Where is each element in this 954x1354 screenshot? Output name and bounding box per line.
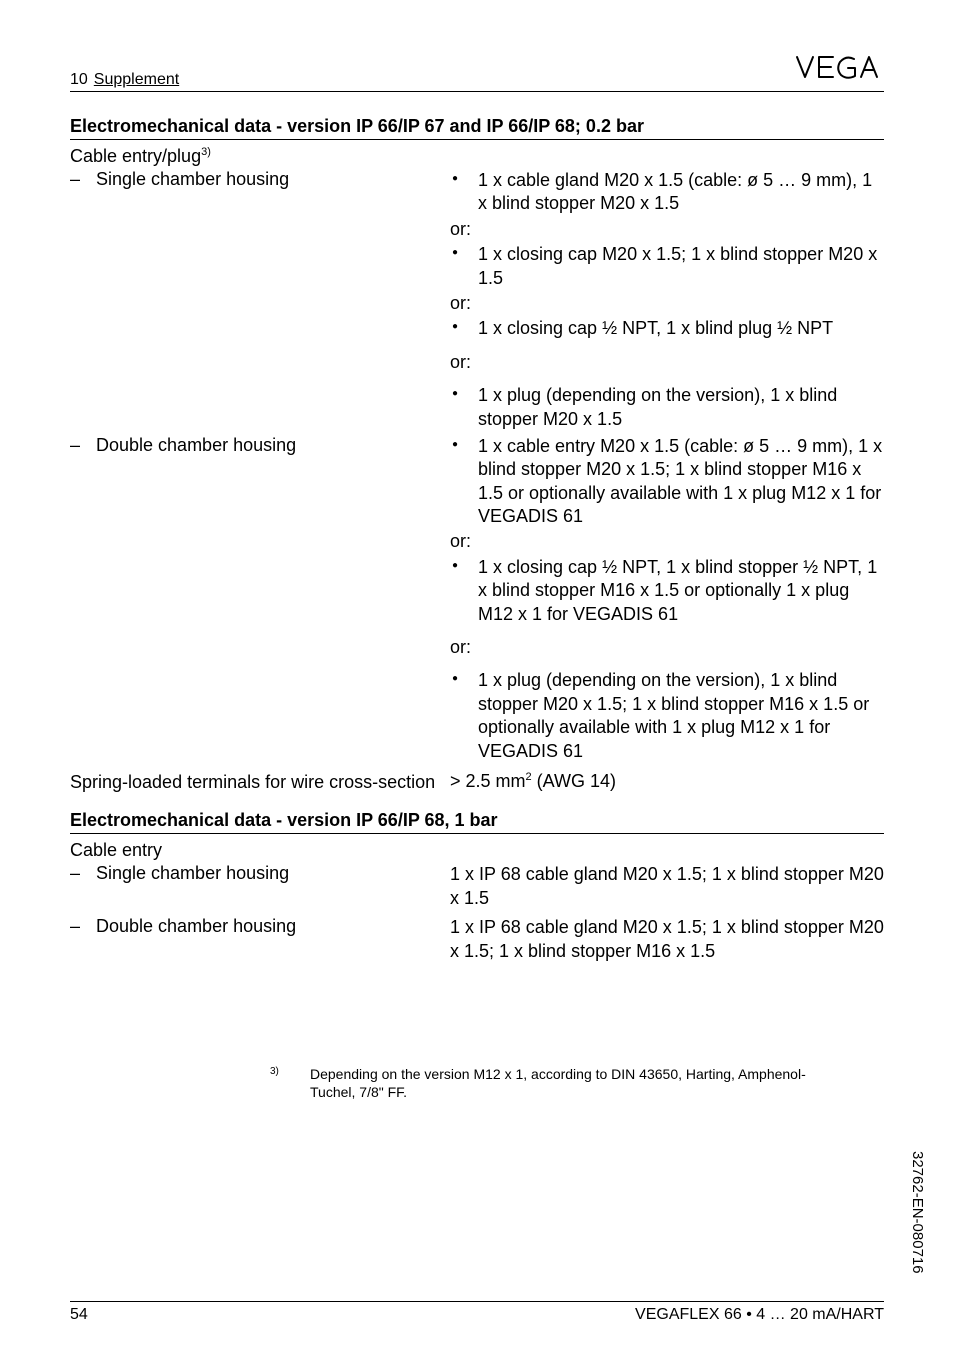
cable-entry-fn-ref: 3)	[201, 146, 211, 158]
chapter-title: Supplement	[94, 71, 179, 89]
s2-single-left: – Single chamber housing	[70, 863, 450, 884]
single-b3-text: 1 x closing cap ½ NPT, 1 x blind plug ½ …	[478, 317, 884, 340]
s2-single-value: 1 x IP 68 cable gland M20 x 1.5; 1 x bli…	[450, 863, 884, 910]
s2-double-left: – Double chamber housing	[70, 916, 450, 937]
or-label: or:	[450, 351, 884, 374]
s2-single-row: – Single chamber housing 1 x IP 68 cable…	[70, 863, 884, 910]
single-b2: ● 1 x closing cap M20 x 1.5; 1 x blind s…	[450, 243, 884, 290]
section1-title: Electromechanical data - version IP 66/I…	[70, 116, 884, 140]
single-chamber-label: Single chamber housing	[96, 169, 289, 190]
single-chamber-row: – Single chamber housing ● 1 x cable gla…	[70, 169, 884, 433]
single-b2-text: 1 x closing cap M20 x 1.5; 1 x blind sto…	[478, 243, 884, 290]
single-b1: ● 1 x cable gland M20 x 1.5 (cable: ø 5 …	[450, 169, 884, 216]
bullet-icon: ●	[450, 169, 478, 189]
double-chamber-row: – Double chamber housing ● 1 x cable ent…	[70, 435, 884, 765]
chapter-number: 10	[70, 71, 88, 89]
bullet-icon: ●	[450, 556, 478, 576]
bullet-icon: ●	[450, 435, 478, 455]
bullet-icon: ●	[450, 384, 478, 404]
dash-icon: –	[70, 169, 96, 190]
vega-logo	[794, 50, 884, 89]
double-b1: ● 1 x cable entry M20 x 1.5 (cable: ø 5 …	[450, 435, 884, 529]
single-b4: ● 1 x plug (depending on the version), 1…	[450, 384, 884, 431]
or-label: or:	[450, 636, 884, 659]
spring-value-suffix: (AWG 14)	[532, 771, 616, 791]
header-left: 10 Supplement	[70, 71, 179, 89]
single-b4-text: 1 x plug (depending on the version), 1 x…	[478, 384, 884, 431]
s2-double-label: Double chamber housing	[96, 916, 296, 937]
double-chamber-label: Double chamber housing	[96, 435, 296, 456]
single-b3: ● 1 x closing cap ½ NPT, 1 x blind plug …	[450, 317, 884, 340]
double-b3-text: 1 x plug (depending on the version), 1 x…	[478, 669, 884, 763]
dash-icon: –	[70, 863, 96, 884]
double-b3: ● 1 x plug (depending on the version), 1…	[450, 669, 884, 763]
dash-icon: –	[70, 916, 96, 937]
cable-entry-text-1: Cable entry/plug	[70, 146, 201, 166]
spring-label: Spring-loaded terminals for wire cross-s…	[70, 771, 450, 794]
page-footer: 54 VEGAFLEX 66 • 4 … 20 mA/HART	[70, 1301, 884, 1324]
single-chamber-left: – Single chamber housing	[70, 169, 450, 190]
vega-logo-svg	[794, 50, 884, 84]
footnote-number: 3)	[270, 1065, 310, 1101]
s2-single-label: Single chamber housing	[96, 863, 289, 884]
bullet-icon: ●	[450, 243, 478, 263]
double-chamber-left: – Double chamber housing	[70, 435, 450, 456]
or-label: or:	[450, 218, 884, 241]
cable-entry-label-2: Cable entry	[70, 840, 884, 861]
footnote: 3) Depending on the version M12 x 1, acc…	[270, 1065, 824, 1101]
or-label: or:	[450, 292, 884, 315]
cable-entry-label-1: Cable entry/plug3)	[70, 146, 884, 167]
single-chamber-right: ● 1 x cable gland M20 x 1.5 (cable: ø 5 …	[450, 169, 884, 433]
dash-icon: –	[70, 435, 96, 456]
footnote-text: Depending on the version M12 x 1, accord…	[310, 1065, 824, 1101]
section2-title: Electromechanical data - version IP 66/I…	[70, 810, 884, 834]
bullet-icon: ●	[450, 317, 478, 337]
double-b1-text: 1 x cable entry M20 x 1.5 (cable: ø 5 … …	[478, 435, 884, 529]
single-b1-text: 1 x cable gland M20 x 1.5 (cable: ø 5 … …	[478, 169, 884, 216]
double-b2: ● 1 x closing cap ½ NPT, 1 x blind stopp…	[450, 556, 884, 626]
page-header: 10 Supplement	[70, 50, 884, 92]
s2-double-value: 1 x IP 68 cable gland M20 x 1.5; 1 x bli…	[450, 916, 884, 963]
spring-value: > 2.5 mm2 (AWG 14)	[450, 771, 884, 792]
product-name: VEGAFLEX 66 • 4 … 20 mA/HART	[635, 1306, 884, 1324]
bullet-icon: ●	[450, 669, 478, 689]
or-label: or:	[450, 530, 884, 553]
spring-value-prefix: > 2.5 mm	[450, 771, 526, 791]
s2-double-row: – Double chamber housing 1 x IP 68 cable…	[70, 916, 884, 963]
doc-id-vertical: 32762-EN-080716	[909, 1151, 926, 1274]
double-b2-text: 1 x closing cap ½ NPT, 1 x blind stopper…	[478, 556, 884, 626]
double-chamber-right: ● 1 x cable entry M20 x 1.5 (cable: ø 5 …	[450, 435, 884, 765]
page-number: 54	[70, 1306, 88, 1324]
spring-row: Spring-loaded terminals for wire cross-s…	[70, 771, 884, 794]
